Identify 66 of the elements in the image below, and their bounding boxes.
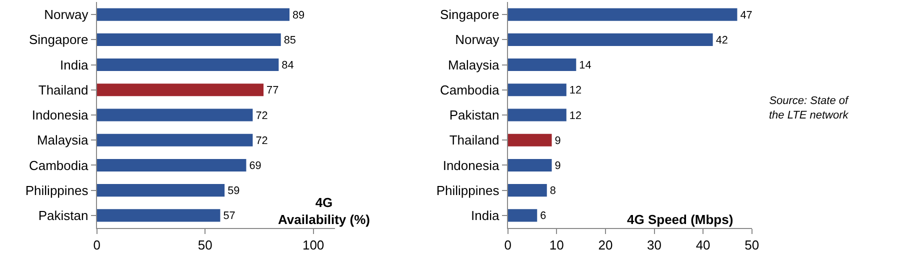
bar [96,84,264,96]
data-label: 72 [256,134,268,147]
data-label: 14 [579,60,592,72]
x-tick-label: 0 [93,238,100,253]
x-tick-label: 40 [696,238,710,253]
y-tick-label: Philippines [436,182,500,198]
y-tick-label: Cambodia [29,158,90,173]
data-label: 42 [716,34,728,46]
data-label: 6 [540,210,546,222]
bar [508,33,713,46]
bar [96,184,225,197]
bar [508,134,552,146]
x-tick-label: 30 [647,238,662,253]
y-tick-label: Indonesia [442,158,500,173]
x-tick-label: 50 [744,238,760,253]
x-tick-label: 10 [549,238,564,253]
text: 4G Availability (%) [278,195,370,227]
y-tick-label: Philippines [25,182,89,198]
y-tick-label: India [60,57,90,72]
y-tick-label: Cambodia [440,82,500,98]
bar [508,184,547,197]
y-tick-label: Norway [44,7,89,22]
data-label: 9 [554,160,561,172]
bar [508,58,576,72]
data-label: 77 [266,84,279,97]
bar [96,33,281,46]
data-label: 84 [282,60,294,72]
y-tick-label: Norway [455,32,500,48]
data-label: 47 [740,9,752,22]
x-tick-label: 20 [598,238,613,253]
bar [96,134,253,146]
text: 4G Speed (Mbps) [627,212,734,227]
y-tick-label: Singapore [28,32,88,48]
y-tick-label: Pakistan [38,208,88,223]
y-tick-label: India [471,208,500,223]
bar [96,58,279,72]
x-tick-label: 50 [198,238,212,253]
data-label: 69 [249,160,262,172]
bar [508,209,538,222]
y-tick-label: Malaysia [36,132,90,148]
data-label: 59 [228,185,240,198]
data-label: 85 [284,34,296,46]
y-tick-label: Thailand [38,82,88,98]
bar [508,158,552,172]
data-label: 12 [569,84,582,97]
y-tick-label: Thailand [449,132,500,148]
y-tick-label: Singapore [440,7,500,22]
bar [96,108,253,122]
bar [508,108,566,122]
y-tick-label: Indonesia [32,108,90,123]
y-tick-label: Pakistan [449,108,500,123]
bar [508,84,566,96]
source-note: Source: State of the LTE network [769,95,850,122]
y-tick-label: Malaysia [448,57,500,72]
bar [96,158,246,172]
x-tick-label: 0 [504,238,512,253]
data-label: 12 [569,110,582,122]
bar [508,8,738,21]
data-label: 57 [223,210,236,222]
bar [96,209,220,222]
x-tick-label: 100 [302,238,324,253]
data-label: 9 [554,134,561,147]
data-label: 89 [292,9,305,22]
bar [96,8,290,21]
data-label: 8 [550,185,556,198]
data-label: 72 [256,110,268,122]
